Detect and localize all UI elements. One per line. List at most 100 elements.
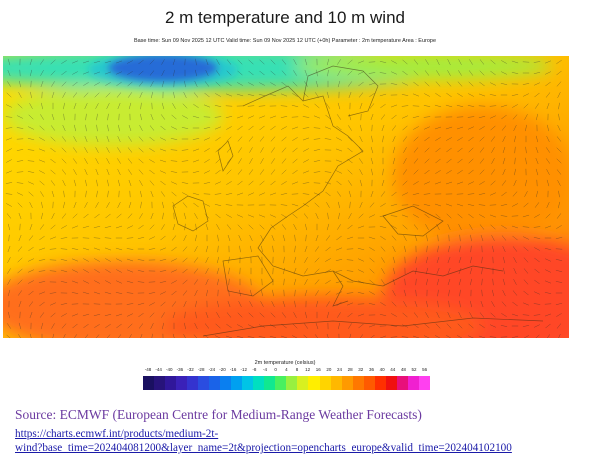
wind-arrow: [71, 280, 79, 284]
colorbar-swatch: [297, 376, 309, 390]
wind-arrow: [302, 137, 310, 141]
wind-arrow: [457, 137, 463, 141]
wind-arrow: [259, 312, 265, 318]
wind-arrow: [63, 113, 65, 121]
wind-arrow: [96, 113, 98, 121]
wind-arrow: [138, 169, 144, 175]
wind-arrow: [456, 104, 464, 108]
wind-arrow: [40, 191, 44, 197]
wind-arrow: [371, 168, 373, 176]
wind-arrow: [17, 268, 23, 274]
wind-arrow: [41, 201, 43, 209]
wind-arrow: [280, 204, 288, 206]
wind-arrow: [19, 80, 21, 88]
wind-arrow: [324, 181, 332, 185]
wind-arrow: [137, 281, 145, 283]
wind-arrow: [138, 147, 144, 153]
wind-arrow: [335, 270, 343, 272]
wind-arrow: [391, 60, 397, 64]
wind-arrow: [347, 59, 353, 65]
wind-arrow: [500, 203, 508, 207]
wind-arrow: [61, 70, 67, 76]
wind-arrow: [160, 137, 166, 141]
wind-arrow: [116, 92, 122, 98]
wind-arrow: [28, 301, 34, 307]
atlantic-cool: [3, 86, 223, 146]
wind-arrow: [248, 192, 254, 196]
wind-arrow: [546, 169, 550, 175]
wind-arrow: [5, 127, 13, 129]
wind-arrow: [28, 258, 34, 262]
wind-arrow: [391, 114, 397, 120]
wind-arrow: [446, 81, 452, 87]
wind-arrow: [38, 291, 46, 295]
legend-tick: -12: [240, 367, 248, 372]
wind-arrow: [237, 70, 243, 76]
wind-arrow: [115, 247, 123, 251]
wind-arrow: [172, 223, 176, 231]
wind-arrow: [381, 257, 385, 263]
wind-arrow: [39, 301, 45, 307]
wind-arrow: [281, 323, 287, 329]
wind-arrow: [381, 268, 385, 274]
wind-arrow: [468, 213, 474, 219]
wind-arrow: [490, 324, 496, 328]
wind-arrow: [94, 324, 100, 328]
wind-arrow: [391, 71, 397, 75]
wind-arrow: [140, 190, 142, 198]
wind-arrow: [304, 58, 308, 66]
wind-arrow: [237, 312, 243, 318]
colorbar-swatch: [319, 376, 331, 390]
wind-arrow: [479, 59, 485, 65]
wind-arrow: [413, 136, 419, 142]
wind-arrow: [73, 124, 77, 132]
source-link-line-1[interactable]: https://charts.ecmwf.int/products/medium…: [15, 428, 219, 440]
wind-arrow: [127, 213, 133, 219]
wind-arrow: [248, 324, 254, 328]
wind-arrow: [479, 169, 485, 175]
wind-arrow: [293, 267, 297, 275]
wind-arrow: [426, 300, 428, 308]
wind-arrow: [204, 92, 210, 98]
wind-arrow: [5, 137, 13, 141]
colorbar-swatch: [352, 376, 364, 390]
wind-arrow: [359, 169, 363, 175]
wind-arrow: [391, 235, 397, 241]
wind-arrow: [93, 225, 101, 229]
wind-arrow: [492, 245, 494, 253]
wind-arrow: [128, 201, 132, 209]
wind-arrow: [236, 115, 244, 119]
legend-tick: -40: [166, 367, 173, 372]
legend-tick: -32: [187, 367, 194, 372]
wind-arrow: [271, 158, 275, 164]
wind-arrow: [215, 181, 221, 185]
wind-arrow: [403, 289, 407, 297]
legend-tick: 4: [285, 367, 288, 372]
wind-arrow: [182, 115, 188, 119]
wind-arrow: [512, 114, 518, 120]
wind-arrow: [445, 126, 453, 130]
wind-arrow: [434, 181, 442, 185]
wind-arrow: [128, 136, 132, 142]
wind-arrow: [16, 160, 24, 162]
wind-arrow: [326, 223, 330, 231]
wind-arrow: [436, 312, 440, 318]
wind-arrow: [436, 267, 440, 275]
wind-arrows: [5, 58, 563, 338]
wind-arrow: [149, 312, 155, 318]
wind-arrow: [106, 158, 110, 164]
wind-arrow: [149, 169, 155, 175]
wind-arrow: [106, 168, 110, 176]
wind-arrow: [392, 290, 396, 296]
source-link-line-2[interactable]: wind?base_time=202404081200&layer_name=2…: [15, 442, 512, 454]
wind-arrow: [62, 180, 66, 186]
wind-arrow: [413, 169, 419, 175]
wind-arrow: [63, 334, 66, 338]
wind-arrow: [304, 245, 308, 253]
wind-arrow: [424, 93, 430, 97]
wind-arrow: [127, 323, 133, 329]
wind-arrow: [412, 204, 420, 206]
wind-arrow: [52, 333, 55, 338]
wind-arrow: [459, 245, 461, 253]
wind-arrow: [206, 289, 208, 297]
